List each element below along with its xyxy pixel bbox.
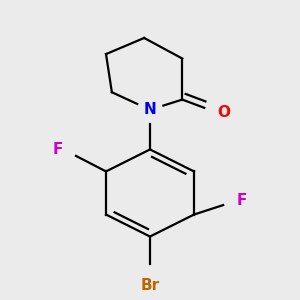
Text: O: O xyxy=(218,105,230,120)
Text: F: F xyxy=(236,193,247,208)
Text: Br: Br xyxy=(140,278,160,293)
Text: N: N xyxy=(144,102,156,117)
Text: F: F xyxy=(53,142,64,157)
